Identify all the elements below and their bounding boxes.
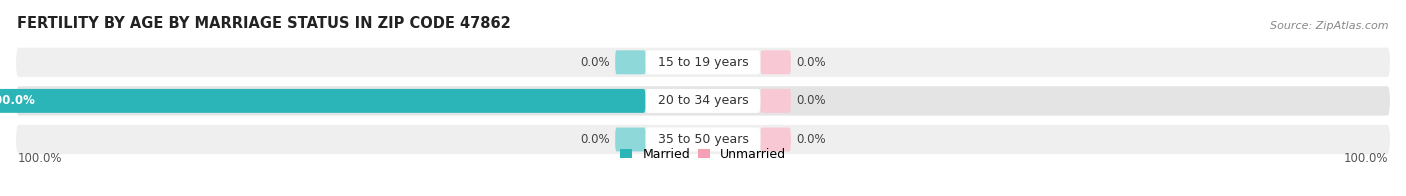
FancyBboxPatch shape [15, 125, 1391, 154]
FancyBboxPatch shape [0, 89, 645, 113]
FancyBboxPatch shape [645, 50, 761, 74]
Text: 100.0%: 100.0% [1344, 152, 1389, 165]
Text: 35 to 50 years: 35 to 50 years [658, 133, 748, 146]
Text: 0.0%: 0.0% [581, 133, 610, 146]
FancyBboxPatch shape [761, 128, 790, 152]
Legend: Married, Unmarried: Married, Unmarried [620, 148, 786, 161]
FancyBboxPatch shape [761, 50, 790, 74]
Text: 0.0%: 0.0% [796, 133, 825, 146]
Text: 0.0%: 0.0% [796, 94, 825, 107]
Text: 100.0%: 100.0% [17, 152, 62, 165]
Text: 0.0%: 0.0% [581, 56, 610, 69]
FancyBboxPatch shape [645, 89, 761, 113]
FancyBboxPatch shape [15, 48, 1391, 77]
Text: 15 to 19 years: 15 to 19 years [658, 56, 748, 69]
Text: 20 to 34 years: 20 to 34 years [658, 94, 748, 107]
Text: 100.0%: 100.0% [0, 94, 37, 107]
FancyBboxPatch shape [761, 89, 790, 113]
Text: Source: ZipAtlas.com: Source: ZipAtlas.com [1270, 21, 1389, 31]
Text: FERTILITY BY AGE BY MARRIAGE STATUS IN ZIP CODE 47862: FERTILITY BY AGE BY MARRIAGE STATUS IN Z… [17, 16, 512, 31]
FancyBboxPatch shape [616, 128, 645, 152]
FancyBboxPatch shape [616, 50, 645, 74]
FancyBboxPatch shape [15, 86, 1391, 116]
FancyBboxPatch shape [645, 128, 761, 152]
Text: 0.0%: 0.0% [796, 56, 825, 69]
